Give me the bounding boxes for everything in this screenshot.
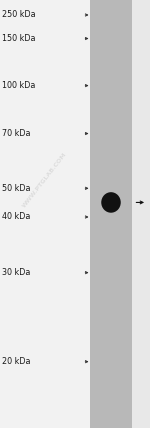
Text: 150 kDa: 150 kDa — [2, 34, 35, 43]
Bar — [90, 0, 132, 428]
Text: 250 kDa: 250 kDa — [2, 10, 35, 20]
Text: 50 kDa: 50 kDa — [2, 184, 30, 193]
Text: 20 kDa: 20 kDa — [2, 357, 30, 366]
Text: 70 kDa: 70 kDa — [2, 129, 30, 138]
Bar — [0, 0, 90, 428]
Text: 40 kDa: 40 kDa — [2, 212, 30, 222]
Text: 30 kDa: 30 kDa — [2, 268, 30, 277]
Ellipse shape — [101, 192, 121, 213]
Text: WWW.PTGLAB.COM: WWW.PTGLAB.COM — [22, 151, 68, 208]
Text: 100 kDa: 100 kDa — [2, 81, 35, 90]
